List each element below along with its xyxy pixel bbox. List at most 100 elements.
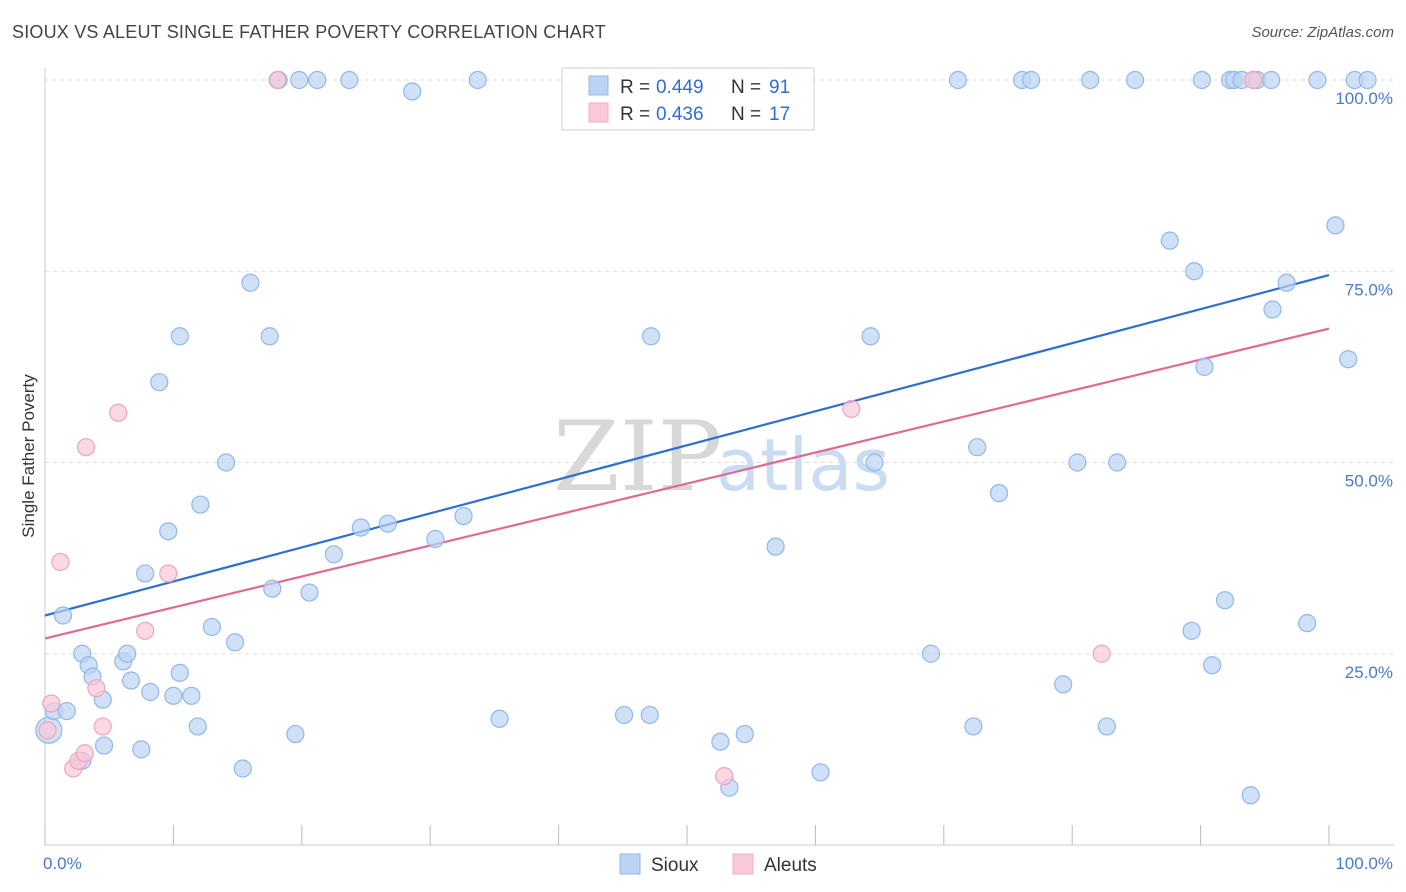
point-sioux-16 bbox=[150, 373, 169, 392]
point-sioux-23 bbox=[191, 495, 210, 514]
legend-n-label-aleuts: N = bbox=[731, 104, 761, 125]
point-sioux-60 bbox=[989, 484, 1009, 503]
point-sioux-83 bbox=[1263, 300, 1282, 319]
point-sioux-49 bbox=[711, 732, 730, 751]
point-sioux-29 bbox=[260, 327, 279, 346]
point-sioux-68 bbox=[1126, 70, 1145, 90]
point-sioux-28 bbox=[241, 273, 260, 292]
point-aleuts-6 bbox=[76, 438, 96, 457]
grid bbox=[45, 79, 1394, 655]
point-sioux-26 bbox=[225, 633, 245, 652]
point-sioux-9 bbox=[94, 736, 114, 755]
legend-r-value-sioux: 0.449 bbox=[656, 77, 704, 98]
point-sioux-70 bbox=[1182, 621, 1201, 640]
point-aleuts-10 bbox=[136, 621, 155, 640]
legend-swatch-aleuts bbox=[588, 102, 609, 123]
point-aleuts-0 bbox=[38, 721, 57, 740]
point-sioux-37 bbox=[340, 70, 359, 90]
point-sioux-82 bbox=[1262, 70, 1281, 90]
point-sioux-90 bbox=[1358, 70, 1377, 90]
point-sioux-47 bbox=[640, 705, 659, 725]
point-sioux-39 bbox=[378, 514, 397, 533]
watermark-atlas: atlas bbox=[716, 423, 890, 507]
point-sioux-38 bbox=[351, 518, 370, 537]
point-sioux-64 bbox=[1068, 453, 1087, 472]
point-aleuts-2 bbox=[51, 552, 70, 572]
series-legend-swatch-aleuts bbox=[732, 853, 754, 875]
tick-labels: 25.0% 50.0% 75.0% 100.0% 0.0% 100.0% bbox=[43, 89, 1393, 873]
point-sioux-15 bbox=[141, 682, 160, 702]
point-sioux-13 bbox=[132, 740, 151, 759]
stats-legend: R = 0.449 N = 91 R = 0.436 N = 17 bbox=[561, 67, 815, 131]
series-legend-label-sioux: Sioux bbox=[651, 855, 699, 876]
point-sioux-84 bbox=[1277, 273, 1296, 292]
point-sioux-27 bbox=[233, 759, 252, 778]
point-aleuts-7 bbox=[87, 679, 106, 698]
point-sioux-71 bbox=[1185, 262, 1204, 281]
point-aleuts-16 bbox=[1244, 70, 1263, 90]
point-sioux-33 bbox=[286, 724, 305, 744]
series-legend: Sioux Aleuts bbox=[619, 853, 817, 876]
point-sioux-45 bbox=[614, 705, 634, 725]
point-aleuts-11 bbox=[159, 564, 178, 583]
point-sioux-66 bbox=[1097, 717, 1116, 736]
point-sioux-74 bbox=[1203, 656, 1222, 675]
point-sioux-3 bbox=[53, 606, 73, 625]
point-sioux-80 bbox=[1241, 786, 1260, 805]
point-sioux-57 bbox=[948, 70, 968, 90]
chart-title: SIOUX VS ALEUT SINGLE FATHER POVERTY COR… bbox=[12, 22, 606, 42]
point-sioux-30 bbox=[263, 579, 282, 598]
point-sioux-59 bbox=[968, 438, 987, 457]
point-sioux-14 bbox=[136, 564, 155, 583]
y-tick-label-100: 100.0% bbox=[1335, 89, 1393, 108]
x-tick-label-max: 100.0% bbox=[1335, 854, 1393, 873]
legend-r-value-aleuts: 0.436 bbox=[656, 104, 704, 125]
series-legend-label-aleuts: Aleuts bbox=[764, 855, 817, 876]
point-aleuts-9 bbox=[109, 403, 128, 422]
point-sioux-56 bbox=[921, 644, 941, 663]
x-tick-label-min: 0.0% bbox=[43, 854, 82, 873]
point-aleuts-1 bbox=[42, 694, 61, 713]
point-sioux-58 bbox=[964, 717, 983, 736]
point-aleuts-5 bbox=[75, 744, 94, 763]
point-sioux-20 bbox=[170, 663, 189, 682]
point-sioux-72 bbox=[1192, 70, 1211, 90]
point-sioux-87 bbox=[1326, 216, 1345, 235]
y-tick-label-25: 25.0% bbox=[1345, 663, 1393, 682]
point-sioux-85 bbox=[1298, 614, 1317, 633]
point-sioux-40 bbox=[403, 82, 422, 101]
point-sioux-25 bbox=[216, 453, 236, 472]
point-sioux-22 bbox=[188, 717, 207, 736]
point-sioux-24 bbox=[202, 617, 222, 637]
trend-lines bbox=[44, 274, 1330, 640]
point-sioux-65 bbox=[1081, 70, 1100, 90]
point-sioux-88 bbox=[1339, 350, 1358, 369]
point-aleuts-13 bbox=[715, 767, 734, 786]
point-sioux-86 bbox=[1308, 70, 1327, 90]
legend-r-label-aleuts: R = bbox=[620, 104, 650, 125]
point-sioux-32 bbox=[290, 70, 309, 90]
point-sioux-62 bbox=[1022, 70, 1041, 90]
point-sioux-2 bbox=[57, 702, 76, 721]
legend-n-value-sioux: 91 bbox=[769, 77, 790, 98]
point-aleuts-12 bbox=[268, 70, 287, 90]
point-sioux-17 bbox=[159, 522, 178, 541]
point-sioux-11 bbox=[118, 644, 137, 663]
series-legend-swatch-sioux bbox=[619, 853, 641, 875]
y-axis-title: Single Father Poverty bbox=[19, 374, 38, 538]
point-sioux-46 bbox=[641, 327, 661, 346]
trend-line-sioux bbox=[44, 274, 1330, 617]
point-sioux-12 bbox=[121, 671, 141, 690]
y-tick-label-75: 75.0% bbox=[1345, 280, 1393, 299]
point-sioux-36 bbox=[324, 545, 343, 564]
legend-n-value-aleuts: 17 bbox=[769, 104, 790, 125]
point-sioux-19 bbox=[170, 327, 189, 346]
axes bbox=[44, 68, 1394, 846]
point-sioux-43 bbox=[468, 70, 487, 90]
point-sioux-34 bbox=[300, 583, 319, 602]
point-sioux-42 bbox=[454, 506, 473, 526]
point-sioux-55 bbox=[865, 453, 884, 472]
legend-swatch-sioux bbox=[588, 75, 609, 96]
point-sioux-18 bbox=[164, 686, 183, 705]
